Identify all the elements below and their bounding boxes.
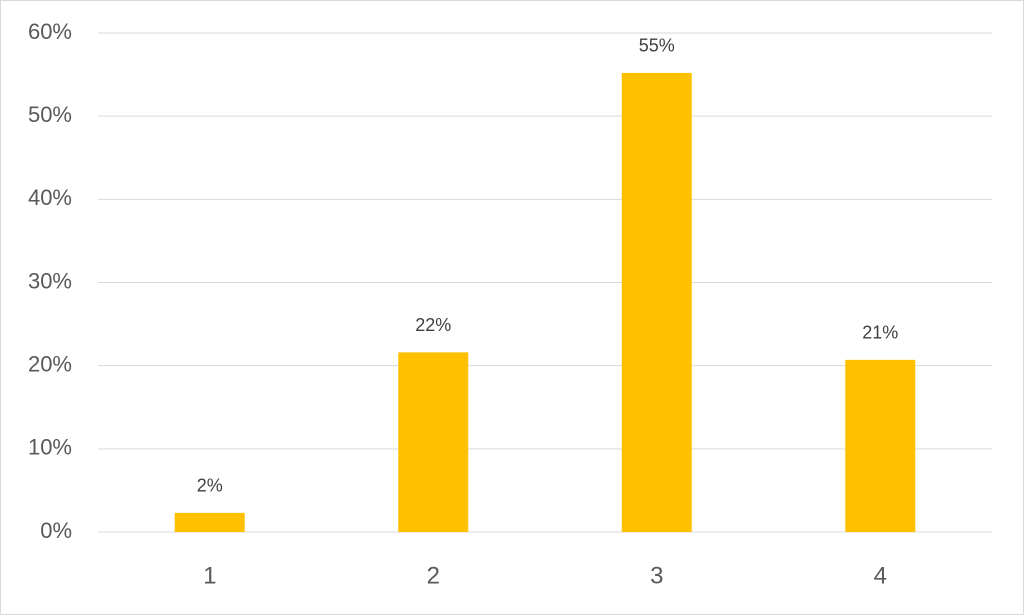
y-tick-label: 0%	[40, 518, 72, 543]
data-label: 2%	[197, 476, 223, 496]
y-tick-label: 30%	[28, 268, 72, 293]
x-tick-label: 3	[650, 562, 663, 589]
x-tick-label: 2	[427, 562, 440, 589]
y-tick-label: 50%	[28, 102, 72, 127]
y-tick-label: 20%	[28, 351, 72, 376]
data-label: 21%	[862, 323, 898, 343]
bar	[621, 72, 692, 533]
data-label: 22%	[415, 315, 451, 335]
data-label: 55%	[639, 36, 675, 56]
x-tick-label: 1	[203, 562, 216, 589]
y-tick-label: 10%	[28, 435, 72, 460]
bar	[174, 512, 245, 532]
y-tick-label: 40%	[28, 185, 72, 210]
bar	[398, 352, 469, 532]
bar	[845, 359, 916, 532]
x-tick-label: 4	[874, 562, 887, 589]
y-tick-label: 60%	[28, 19, 72, 44]
